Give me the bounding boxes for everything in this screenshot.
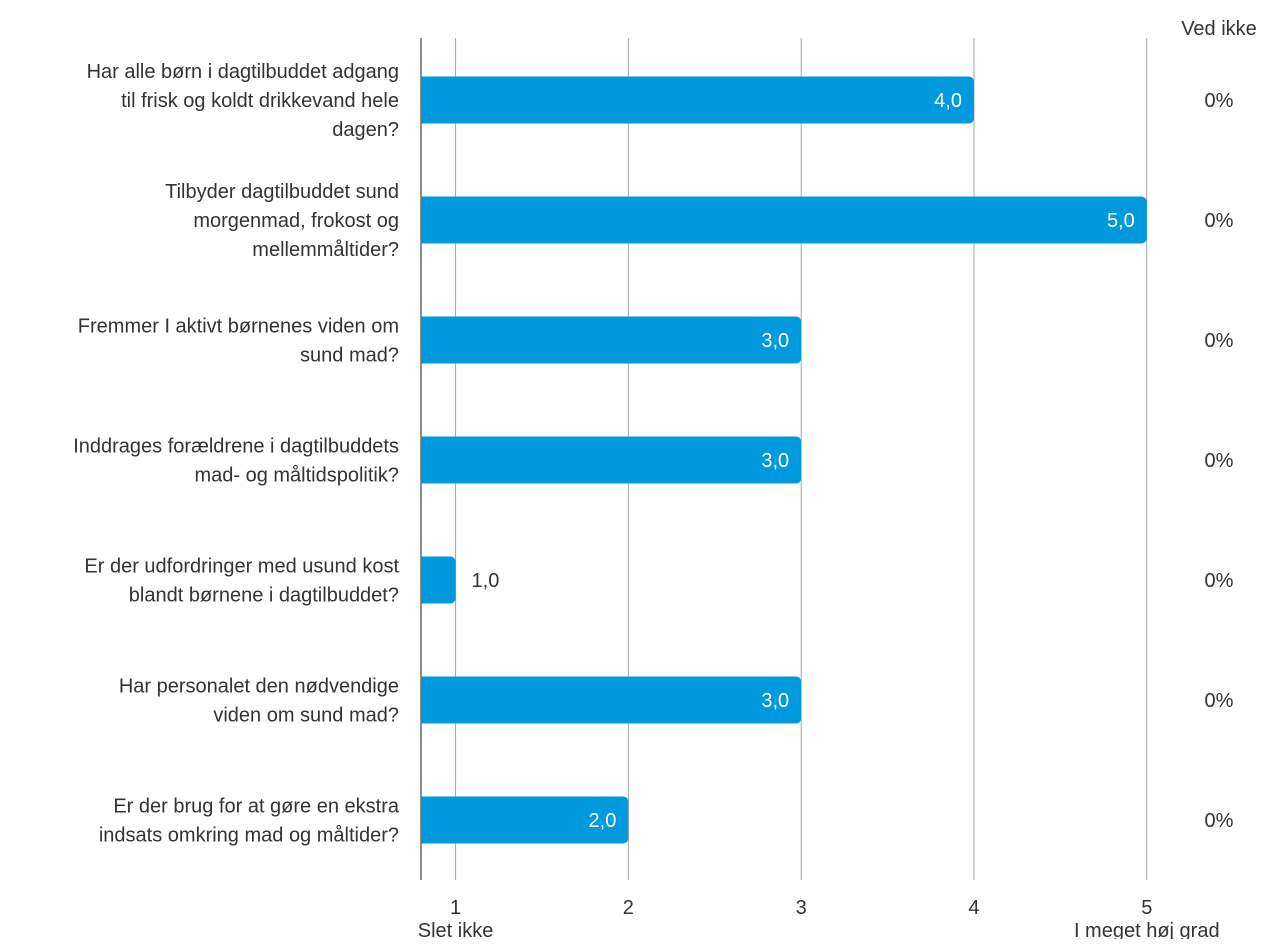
ved-ikke-value-1: 0% [1205,90,1234,112]
bar-4 [421,436,802,484]
value-label-5: 1,0 [472,570,500,592]
bar-6 [421,676,802,724]
value-label-4: 3,0 [761,450,789,472]
tick-label-2: 2 [623,897,634,919]
category-label-2: Tilbyder dagtilbuddet sund morgenmad, fro… [165,181,399,261]
bar-3 [421,316,802,364]
labels: 1 2 3 4 5 Slet ikke I meget høj grad Ved ikke 4,… [73,18,1257,942]
ved-ikke-value-2: 0% [1205,210,1234,232]
tick-label-4: 4 [968,897,979,919]
bar-5 [421,556,456,604]
value-label-7: 2,0 [589,810,617,832]
scale-high-label: I meget høj grad [1074,920,1220,939]
ved-ikke-value-6: 0% [1205,690,1234,712]
category-label-7: Er der brug for at gøre en ekstra indsats… [99,796,400,847]
ved-ikke-value-7: 0% [1205,810,1234,832]
bars [421,76,1147,844]
bar-1 [421,76,974,124]
ved-ikke-value-5: 0% [1205,570,1234,592]
bar-7 [421,796,629,844]
value-label-3: 3,0 [761,330,789,352]
category-label-6: Har personalet den nødvendige viden om su… [119,676,399,727]
tick-label-3: 3 [796,897,807,919]
ved-ikke-value-3: 0% [1205,330,1234,352]
value-label-6: 3,0 [761,690,789,712]
category-label-1: Har alle børn i dagtilbuddet adgang til f… [87,61,399,141]
category-label-5: Er der udfordringer med usund kost blandt… [84,556,399,607]
ved-ikke-value-4: 0% [1205,450,1234,472]
category-label-4: Inddrages forældrene i dagtilbuddets mad-… [73,436,399,487]
bar-2 [421,196,1147,244]
scale-low-label: Slet ikke [418,920,494,939]
value-label-2: 5,0 [1107,210,1135,232]
tick-label-1: 1 [450,897,461,919]
value-label-1: 4,0 [934,90,962,112]
ved-ikke-header: Ved ikke [1181,18,1257,40]
category-label-3: Fremmer I aktivt børnenes viden om sund m… [78,316,399,367]
tick-label-5: 5 [1141,897,1152,919]
